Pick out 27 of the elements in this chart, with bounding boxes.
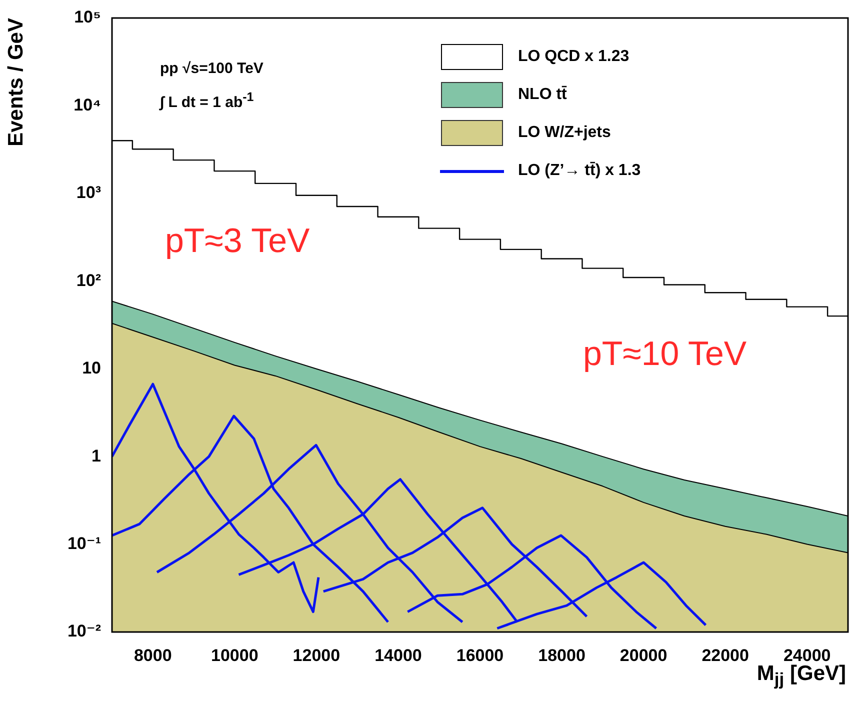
y-tick-label: 10² bbox=[76, 270, 102, 290]
x-tick-label: 22000 bbox=[702, 646, 749, 665]
y-tick-label: 10⁻² bbox=[67, 622, 102, 641]
legend-label: LO (Z’→ tt̄) x 1.3 bbox=[518, 162, 641, 180]
y-tick-label: 10⁻¹ bbox=[67, 534, 102, 553]
annotation: pT≈10 TeV bbox=[583, 335, 747, 374]
legend-label: LO QCD x 1.23 bbox=[518, 48, 630, 66]
y-tick-label: 10 bbox=[82, 358, 101, 378]
y-tick-label: 10³ bbox=[76, 183, 102, 202]
x-axis-title: M$_{jj}$ [GeV] bbox=[756, 662, 846, 692]
x-tick-label: 16000 bbox=[456, 646, 504, 665]
legend-label: NLO tt̄ bbox=[518, 86, 567, 104]
x-tick-label: 14000 bbox=[374, 646, 422, 665]
x-tick-label: 8000 bbox=[134, 646, 172, 665]
annotation: pp √s=100 TeV bbox=[160, 60, 264, 77]
x-tick-label: 10000 bbox=[211, 646, 258, 665]
y-tick-label: 10⁵ bbox=[74, 8, 101, 27]
x-tick-label: 18000 bbox=[538, 646, 586, 665]
y-axis-title: Events / GeV bbox=[4, 18, 28, 146]
annotation: pT≈3 TeV bbox=[165, 222, 310, 261]
y-tick-label: 10⁴ bbox=[74, 95, 101, 114]
annotation: ∫ L dt = 1 ab$^{-1}$ bbox=[160, 90, 254, 111]
x-tick-label: 20000 bbox=[620, 646, 668, 665]
y-tick-label: 1 bbox=[92, 446, 101, 466]
x-tick-label: 12000 bbox=[292, 646, 340, 665]
legend-label: LO W/Z+jets bbox=[518, 124, 611, 142]
x-tick-label: 24000 bbox=[783, 646, 831, 665]
